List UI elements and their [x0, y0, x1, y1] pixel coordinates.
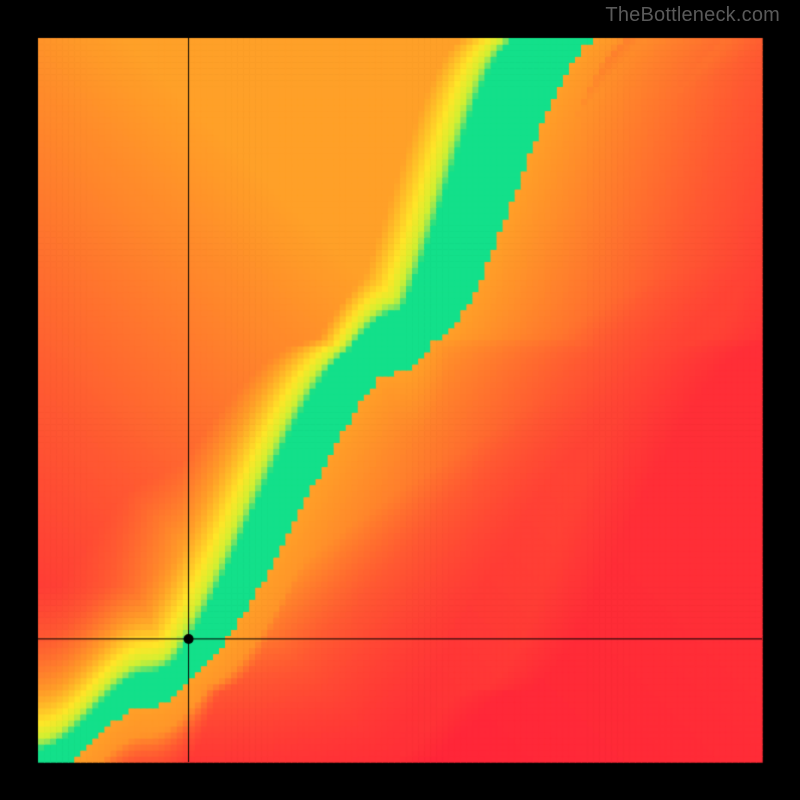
chart-container: TheBottleneck.com	[0, 0, 800, 800]
bottleneck-heatmap	[0, 0, 800, 800]
watermark-text: TheBottleneck.com	[605, 4, 780, 27]
